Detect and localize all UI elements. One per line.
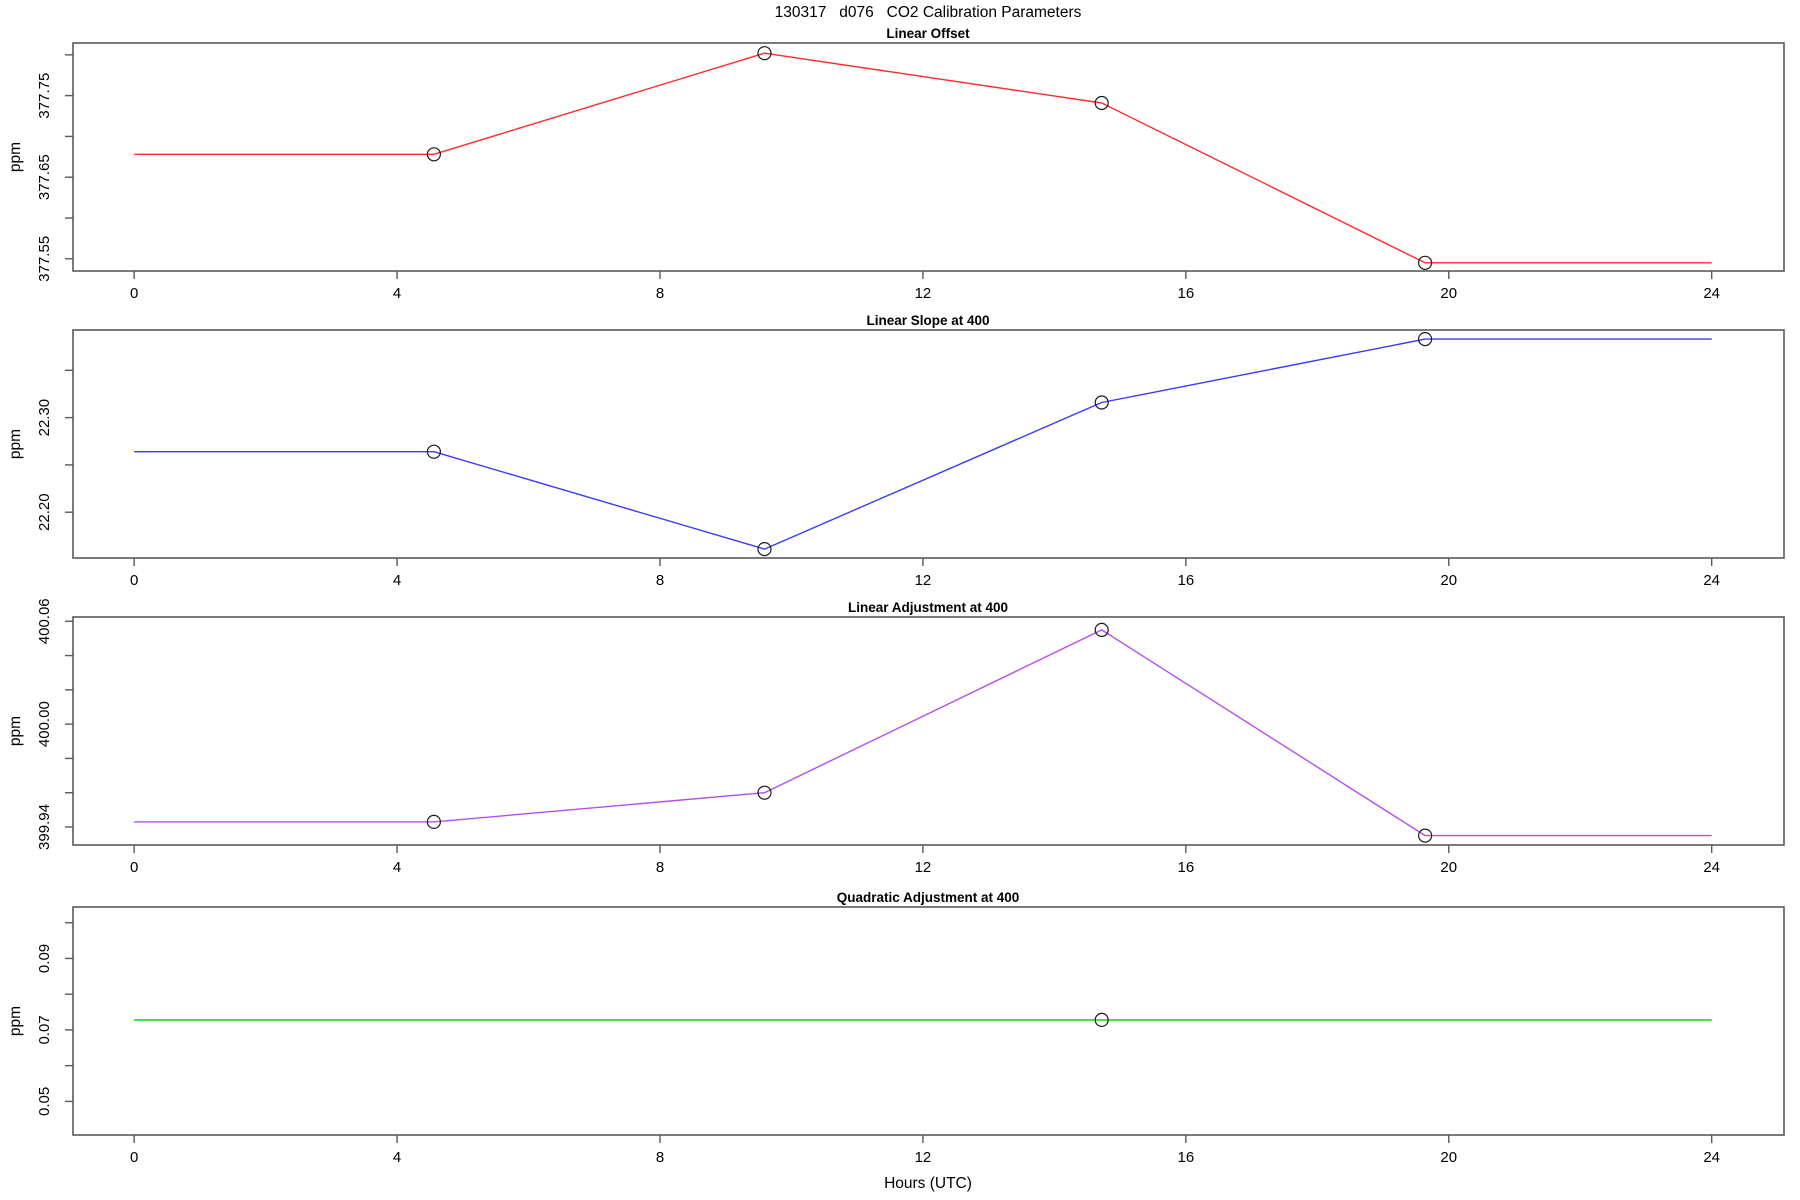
data-point-marker: [1094, 395, 1109, 410]
data-point-marker: [1094, 1012, 1109, 1028]
data-point-marker: [1094, 622, 1109, 638]
x-tick-label: 12: [915, 572, 932, 589]
data-point-marker: [1417, 255, 1433, 270]
panel-title-linear-offset: Linear Offset: [886, 26, 970, 41]
x-tick-label: 8: [656, 1149, 664, 1166]
x-tick-label: 20: [1440, 859, 1457, 876]
series-line: [134, 338, 1712, 550]
x-tick-label: 0: [130, 1149, 138, 1166]
x-tick-label: 20: [1440, 285, 1457, 302]
figure-title: 130317 d076 CO2 Calibration Parameters: [775, 4, 1082, 21]
panel-border: [72, 329, 1785, 559]
panel-title-linear-adjustment: Linear Adjustment at 400: [848, 600, 1008, 615]
panel-border: [72, 42, 1785, 272]
x-tick-label: 20: [1440, 1149, 1457, 1166]
y-axis-label-ppm-2: ppm: [7, 429, 24, 459]
data-point-marker: [1417, 828, 1433, 843]
x-axis-label: Hours (UTC): [884, 1175, 972, 1192]
x-tick-label: 12: [915, 1149, 932, 1166]
panel-title-quadratic-adjustment: Quadratic Adjustment at 400: [837, 890, 1020, 905]
data-point-marker: [757, 46, 772, 61]
y-axis-label-ppm-4: ppm: [7, 1006, 24, 1036]
panel-border: [72, 616, 1785, 846]
panels-group: 377.55 377.65 377.75 0 4 8 12 16 20 24 22.20 22.30 0…: [36, 42, 1785, 1166]
x-tick-label: 4: [393, 285, 401, 302]
x-tick-label: 24: [1703, 285, 1720, 302]
y-tick-label: 0.09: [36, 944, 53, 973]
y-tick-label: 22.20: [36, 493, 53, 531]
y-tick-label: 22.30: [36, 399, 53, 437]
x-tick-label: 24: [1703, 859, 1720, 876]
x-tick-label: 4: [393, 859, 401, 876]
x-tick-label: 20: [1440, 572, 1457, 589]
y-tick-label: 400.06: [36, 598, 53, 644]
data-point-marker: [1094, 95, 1109, 111]
data-point-marker: [426, 814, 441, 830]
x-tick-label: 16: [1177, 285, 1194, 302]
y-axis-label-ppm-3: ppm: [7, 716, 24, 746]
x-tick-label: 12: [915, 285, 932, 302]
x-tick-label: 8: [656, 285, 664, 302]
x-tick-label: 8: [656, 572, 664, 589]
x-tick-label: 16: [1177, 1149, 1194, 1166]
y-tick-label: 377.75: [36, 73, 53, 119]
x-tick-label: 4: [393, 572, 401, 589]
y-tick-label: 0.05: [36, 1087, 53, 1116]
data-point-marker: [757, 541, 772, 557]
x-tick-label: 16: [1177, 572, 1194, 589]
panel-title-linear-slope: Linear Slope at 400: [866, 313, 989, 328]
x-tick-label: 24: [1703, 572, 1720, 589]
series-line: [134, 629, 1712, 837]
x-tick-label: 24: [1703, 1149, 1720, 1166]
data-point-marker: [426, 444, 441, 459]
x-tick-label: 12: [915, 859, 932, 876]
x-tick-label: 0: [130, 285, 138, 302]
data-point-marker: [757, 785, 772, 800]
panel-border: [72, 906, 1785, 1136]
y-tick-label: 0.07: [36, 1015, 53, 1044]
x-tick-label: 0: [130, 572, 138, 589]
x-tick-label: 0: [130, 859, 138, 876]
series-line: [134, 52, 1712, 264]
y-axis-label-ppm-1: ppm: [7, 142, 24, 172]
y-tick-label: 377.55: [36, 236, 53, 282]
y-tick-label: 399.94: [36, 804, 53, 850]
x-tick-label: 16: [1177, 859, 1194, 876]
x-tick-label: 4: [393, 1149, 401, 1166]
data-point-marker: [426, 147, 441, 162]
data-point-marker: [1417, 332, 1433, 347]
y-tick-label: 377.65: [36, 154, 53, 200]
x-tick-label: 8: [656, 859, 664, 876]
y-tick-label: 400.00: [36, 701, 53, 747]
